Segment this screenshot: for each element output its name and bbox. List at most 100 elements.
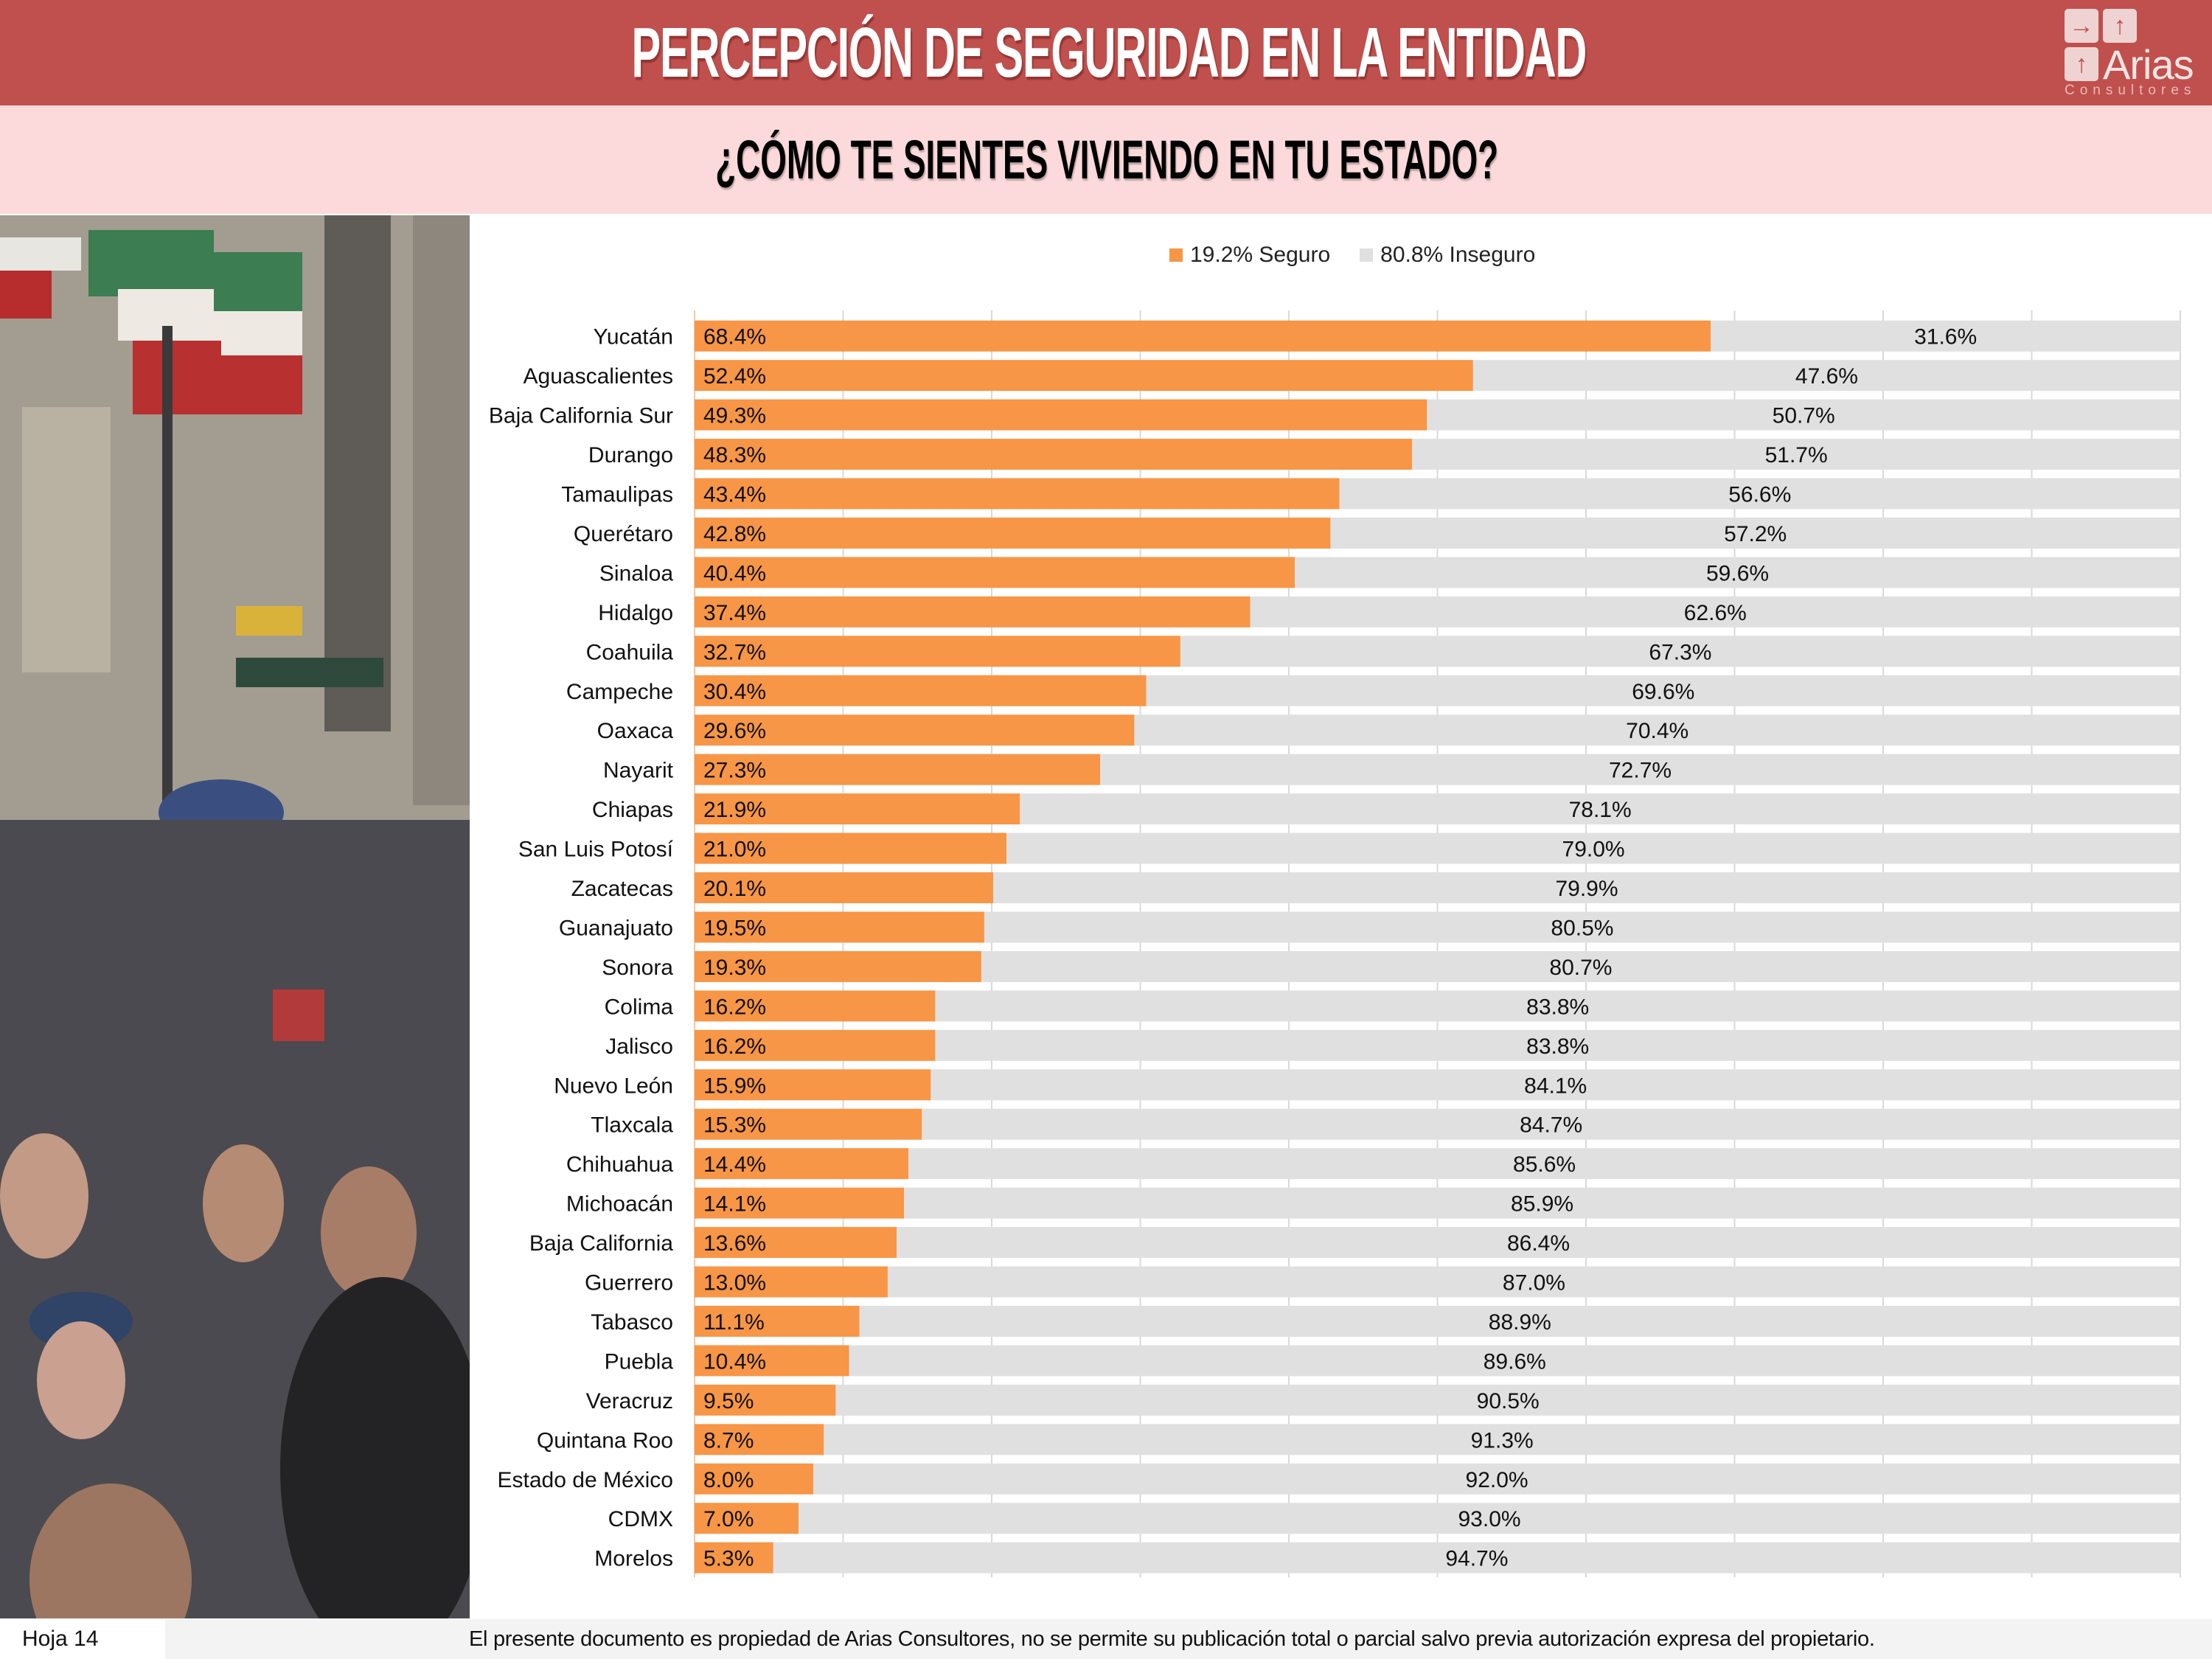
bar-inseguro (931, 1069, 2180, 1101)
awning (236, 658, 383, 687)
value-label-inseguro: 79.0% (1562, 838, 1625, 862)
bar-inseguro (1250, 596, 2180, 627)
person-face (321, 1166, 417, 1299)
bar-seguro (695, 439, 1413, 470)
backpack (273, 990, 324, 1041)
category-label: Colima (605, 995, 674, 1019)
category-label: Baja California Sur (489, 404, 673, 428)
arrow-up-icon: ↑ (2103, 9, 2137, 43)
value-label-seguro: 14.4% (703, 1152, 766, 1177)
value-label-seguro: 19.5% (703, 916, 766, 940)
bar-inseguro (1020, 793, 2180, 825)
bar-seguro (695, 399, 1427, 431)
value-label-inseguro: 67.3% (1649, 640, 1711, 664)
value-label-seguro: 43.4% (703, 483, 766, 507)
category-label: Tabasco (591, 1310, 673, 1335)
value-label-seguro: 16.2% (703, 1034, 766, 1059)
bar-inseguro (908, 1148, 2180, 1180)
value-label-inseguro: 80.5% (1551, 916, 1613, 940)
bar-seguro (695, 1148, 909, 1180)
street-crowd-photo (0, 215, 470, 1618)
bar-seguro (695, 675, 1147, 706)
bar-seguro (695, 557, 1295, 588)
logo-subtitle: Consultores (2065, 83, 2197, 98)
bar-seguro (695, 1305, 860, 1337)
value-label-seguro: 5.3% (703, 1547, 754, 1571)
value-label-seguro: 40.4% (703, 561, 766, 585)
category-label: Guerrero (585, 1271, 673, 1295)
bar-inseguro (993, 872, 2180, 904)
bar-inseguro (813, 1463, 2180, 1495)
page-number: Hoja 14 (0, 1619, 165, 1659)
question-title: ¿CÓMO TE SIENTES VIVIENDO EN TU ESTADO? (715, 129, 1499, 190)
value-label-inseguro: 87.0% (1503, 1271, 1565, 1295)
bar-seguro (695, 754, 1101, 785)
value-label-inseguro: 83.8% (1526, 1034, 1589, 1059)
value-label-seguro: 15.3% (703, 1113, 766, 1138)
bar-seguro (695, 911, 984, 943)
value-label-inseguro: 50.7% (1773, 404, 1835, 428)
header-bar (0, 0, 2212, 105)
value-label-seguro: 29.6% (703, 719, 766, 743)
bar-seguro (695, 636, 1180, 667)
value-label-inseguro: 91.3% (1471, 1428, 1534, 1453)
bar-inseguro (849, 1345, 2180, 1377)
bar-seguro (695, 360, 1473, 392)
bar-inseguro (1711, 320, 2180, 352)
mexican-flags (0, 230, 302, 414)
bar-inseguro (835, 1384, 2180, 1416)
value-label-seguro: 52.4% (703, 364, 766, 389)
value-label-seguro: 30.4% (703, 680, 766, 704)
value-label-seguro: 10.4% (703, 1349, 766, 1374)
value-label-seguro: 19.3% (703, 956, 766, 980)
value-label-seguro: 37.4% (703, 601, 766, 625)
bar-seguro (695, 714, 1135, 746)
bars (695, 320, 2180, 1573)
value-label-inseguro: 79.9% (1555, 877, 1618, 901)
value-label-inseguro: 93.0% (1458, 1507, 1520, 1531)
bar-inseguro (935, 990, 2180, 1022)
building-right (413, 215, 470, 805)
value-label-inseguro: 72.7% (1609, 759, 1672, 783)
bar-inseguro (824, 1424, 2180, 1455)
value-label-seguro: 68.4% (703, 325, 766, 349)
value-label-inseguro: 92.0% (1466, 1468, 1528, 1492)
value-label-seguro: 20.1% (703, 877, 766, 901)
category-labels: Yucatán Aguascalientes Baja California Sur… (489, 325, 674, 1571)
company-logo: → ↑ ↑ Arias Consultores (2062, 6, 2209, 98)
bar-seguro (695, 1187, 905, 1219)
category-label: Veracruz (586, 1389, 673, 1413)
legend-item-inseguro: 80.8% Inseguro (1360, 243, 1535, 268)
person-face (203, 1144, 284, 1262)
value-label-seguro: 8.0% (703, 1468, 754, 1492)
value-label-inseguro: 47.6% (1795, 364, 1858, 389)
value-label-inseguro: 85.9% (1511, 1192, 1573, 1217)
category-label: Morelos (594, 1547, 673, 1571)
bar-seguro (695, 950, 981, 982)
legend-label-inseguro: 80.8% Inseguro (1380, 243, 1536, 267)
copyright-notice: El presente documento es propiedad de Ar… (469, 1627, 1875, 1651)
value-label-seguro: 14.1% (703, 1192, 766, 1217)
bar-seguro (695, 1069, 931, 1101)
value-label-inseguro: 78.1% (1569, 798, 1632, 822)
person-back (280, 1277, 470, 1618)
category-label: Aguascalientes (524, 364, 673, 389)
person-face (37, 1321, 125, 1439)
value-label-inseguro: 59.6% (1706, 561, 1769, 585)
category-label: Campeche (566, 680, 673, 704)
value-label-inseguro: 90.5% (1477, 1389, 1540, 1413)
value-label-inseguro: 62.6% (1684, 601, 1747, 625)
value-label-seguro: 21.0% (703, 838, 766, 862)
category-label: Querétaro (574, 522, 673, 546)
bar-inseguro (1472, 360, 2180, 392)
bar-inseguro (1134, 714, 2180, 746)
value-label-seguro: 42.8% (703, 522, 766, 546)
bar-seguro (695, 1384, 836, 1416)
bar-seguro (695, 1345, 849, 1377)
bar-seguro (695, 1542, 773, 1573)
bar-seguro (695, 1108, 922, 1140)
value-label-seguro: 49.3% (703, 404, 766, 428)
bar-seguro (695, 1503, 799, 1534)
shop-sign (236, 606, 302, 636)
subheader-bar (0, 105, 2212, 214)
